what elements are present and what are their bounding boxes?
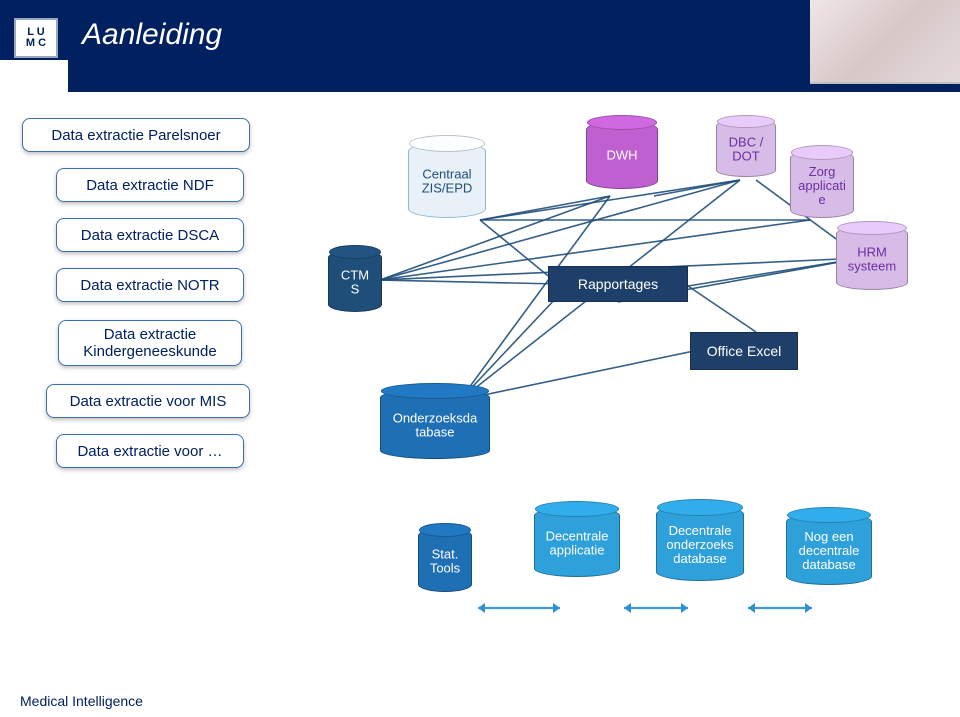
cylinder-stat: Stat. Tools bbox=[418, 520, 472, 600]
page-title: Aanleiding bbox=[82, 18, 222, 52]
left-button-notr: Data extractie NOTR bbox=[56, 268, 244, 302]
cylinder-label: DWH bbox=[586, 149, 658, 163]
left-button-label: Data extractie voor MIS bbox=[70, 393, 227, 410]
lumc-logo: L U M C bbox=[14, 18, 58, 58]
stage: L U M C Aanleiding Data extractie Parels… bbox=[0, 0, 960, 717]
cylinder-label: Stat. Tools bbox=[418, 547, 472, 575]
cylinder-dbc: DBC / DOT bbox=[716, 112, 776, 184]
left-button-label: Data extractie Parelsnoer bbox=[51, 127, 220, 144]
header-white-notch bbox=[0, 60, 68, 92]
left-button-label: Data extractie Kindergeneeskunde bbox=[83, 326, 216, 360]
cylinder-nog: Nog een decentrale database bbox=[786, 504, 872, 594]
left-button-mis: Data extractie voor MIS bbox=[46, 384, 250, 418]
left-button-label: Data extractie NOTR bbox=[80, 277, 219, 294]
cylinder-label: Onderzoeksda tabase bbox=[380, 411, 490, 439]
logo-line2: M C bbox=[26, 38, 46, 49]
cylinder-zis: Centraal ZIS/EPD bbox=[408, 132, 486, 228]
cylinder-dodb: Decentrale onderzoeks database bbox=[656, 496, 744, 590]
left-button-label: Data extractie voor … bbox=[77, 443, 222, 460]
cylinder-label: Decentrale onderzoeks database bbox=[656, 524, 744, 566]
left-button-voor: Data extractie voor … bbox=[56, 434, 244, 468]
left-button-kind: Data extractie Kindergeneeskunde bbox=[58, 320, 242, 366]
rect-label: Office Excel bbox=[707, 343, 781, 359]
left-button-label: Data extractie DSCA bbox=[81, 227, 219, 244]
cylinder-label: Centraal ZIS/EPD bbox=[408, 167, 486, 195]
cylinder-dapp: Decentrale applicatie bbox=[534, 498, 620, 586]
cylinder-label: Zorg applicati e bbox=[790, 165, 854, 207]
footer-text: Medical Intelligence bbox=[20, 693, 143, 709]
left-button-label: Data extractie NDF bbox=[86, 177, 214, 194]
left-button-parel: Data extractie Parelsnoer bbox=[22, 118, 250, 152]
cylinder-ctms: CTM S bbox=[328, 242, 382, 320]
rect-excel: Office Excel bbox=[690, 332, 798, 370]
left-button-ndf: Data extractie NDF bbox=[56, 168, 244, 202]
rect-rap: Rapportages bbox=[548, 266, 688, 302]
cylinder-dwh: DWH bbox=[586, 112, 658, 198]
cylinder-hrm: HRM systeem bbox=[836, 218, 908, 298]
rect-label: Rapportages bbox=[578, 276, 658, 292]
cylinder-zorg: Zorg applicati e bbox=[790, 142, 854, 226]
cylinder-label: HRM systeem bbox=[836, 245, 908, 273]
cylinder-label: CTM S bbox=[328, 268, 382, 296]
cylinder-odb: Onderzoeksda tabase bbox=[380, 380, 490, 468]
cylinder-label: Decentrale applicatie bbox=[534, 529, 620, 557]
corner-photo bbox=[810, 0, 960, 84]
cylinder-label: DBC / DOT bbox=[716, 135, 776, 163]
left-button-dsca: Data extractie DSCA bbox=[56, 218, 244, 252]
cylinder-label: Nog een decentrale database bbox=[786, 530, 872, 572]
